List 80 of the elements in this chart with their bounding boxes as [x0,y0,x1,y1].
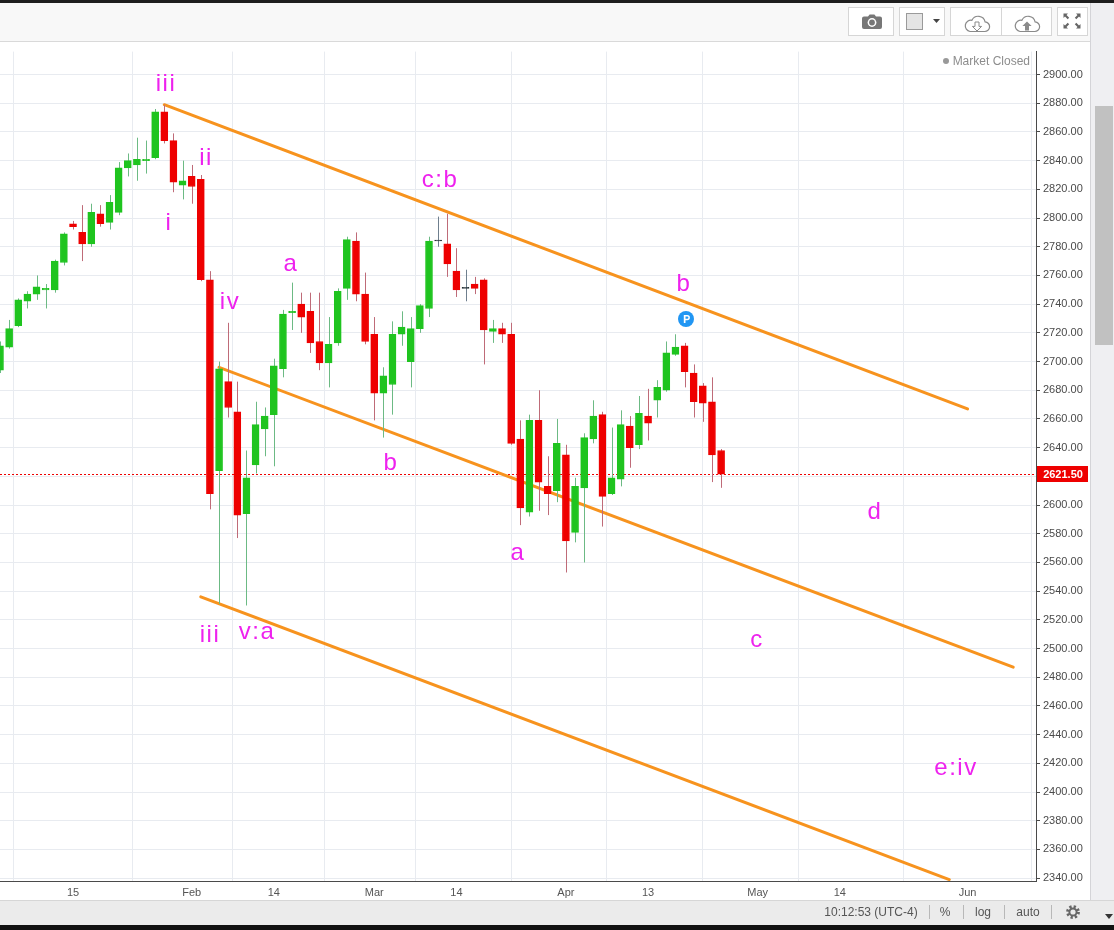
annotation: b [383,448,399,475]
y-tick-label: 2480.00 [1043,670,1083,683]
text: auto [1016,905,1040,919]
candlestick [717,448,725,489]
candlestick [105,194,114,231]
y-tick-label: 2420.00 [1043,756,1083,769]
y-tick-label: 2520.00 [1043,612,1083,625]
y-tick-label: 2500.00 [1043,641,1083,654]
annotation: a [283,249,299,276]
y-tick-label: 2760.00 [1043,268,1083,281]
candlestick [5,319,13,350]
annotation: v:a [238,617,276,644]
candlestick [589,399,598,444]
annotation: iv [219,287,241,314]
y-tick-label: 2780.00 [1043,239,1083,252]
annotation: iii [155,69,177,96]
annotation: ii [199,143,213,170]
y-tick-label: 2660.00 [1043,411,1083,424]
ref-line-label: 2621.50 [1043,467,1083,480]
y-tick-label: 2680.00 [1043,383,1083,396]
text: 10:12:53 (UTC-4) [824,905,918,919]
candlestick [133,137,141,182]
x-tick-label: 14 [450,885,463,898]
y-tick-label: 2720.00 [1043,325,1083,338]
y-tick-label: 2600.00 [1043,498,1083,511]
candlestick [607,427,616,496]
x-tick-label: 14 [833,885,846,898]
y-tick-label: 2840.00 [1043,153,1083,166]
x-tick-label: Apr [557,885,575,898]
annotation: d [867,497,883,524]
y-tick-label: 2540.00 [1043,584,1083,597]
annotation: c:b [421,165,459,192]
y-tick-label: 2700.00 [1043,354,1083,367]
y-tick-label: 2440.00 [1043,727,1083,740]
candlestick [434,216,442,248]
candlestick [397,310,406,347]
x-tick-label: 14 [267,885,280,898]
y-tick-label: 2560.00 [1043,555,1083,568]
annotation: Market Closed [952,54,1030,68]
candlestick [699,382,707,423]
candlestick [96,204,105,228]
y-tick-label: 2860.00 [1043,124,1083,137]
y-tick-label: 2340.00 [1043,871,1083,884]
x-tick-label: May [747,885,769,898]
annotation: e:iv [934,753,978,780]
candlestick [671,333,680,357]
y-tick-label: 2820.00 [1043,182,1083,195]
text: log [974,905,992,919]
candlestick [498,322,506,344]
x-tick-label: 15 [66,885,80,898]
candlestick [187,164,196,205]
candlestick [644,388,652,441]
candlestick [297,292,306,334]
y-tick-label: 2800.00 [1043,211,1083,224]
candlestick [653,379,662,419]
candlestick [416,303,424,334]
y-tick-label: 2380.00 [1043,813,1083,826]
x-tick-label: Mar [364,885,385,898]
y-tick-label: 2460.00 [1043,698,1083,711]
annotation: a [510,538,526,565]
annotation: i [165,208,173,235]
annotation: c [750,625,764,652]
x-tick-label: 13 [641,885,655,898]
candlestick [625,415,634,469]
y-tick-label: 2740.00 [1043,297,1083,310]
y-tick-label: 2580.00 [1043,526,1083,539]
candlestick [260,406,269,457]
candlestick [443,213,452,278]
annotation: b [676,269,692,296]
x-tick-label: Jun [958,885,977,898]
annotation: iii [199,620,221,647]
y-tick-label: 2900.00 [1043,67,1083,80]
x-tick-label: Feb [182,885,202,898]
y-tick-label: 2360.00 [1043,842,1083,855]
candlestick [123,152,132,177]
y-tick-label: 2640.00 [1043,440,1083,453]
text: % [939,905,951,919]
y-tick-label: 2400.00 [1043,785,1083,798]
candlestick [78,204,86,262]
y-tick-label: 2880.00 [1043,96,1083,109]
